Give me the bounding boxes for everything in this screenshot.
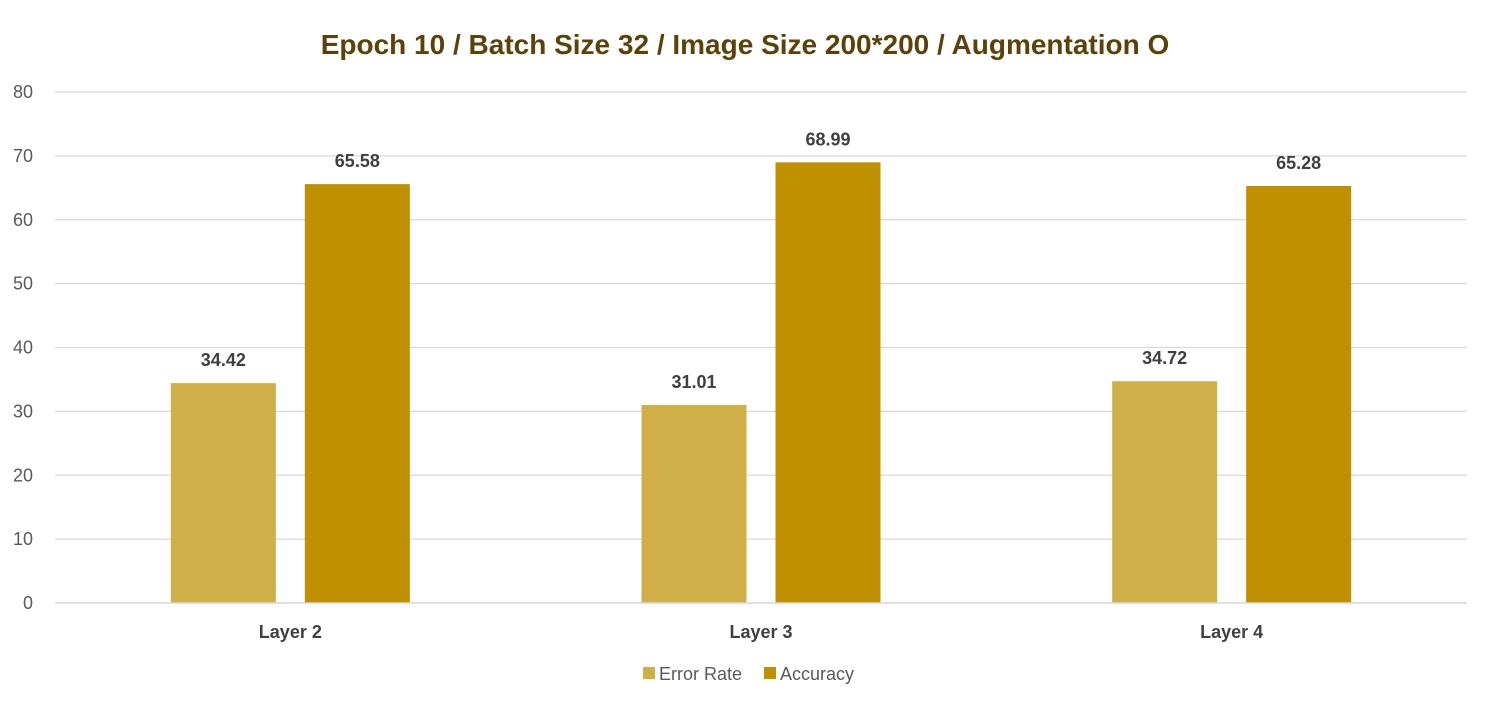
bar-error-rate-layer-2 bbox=[170, 383, 276, 603]
data-label: 65.28 bbox=[1276, 153, 1321, 173]
y-tick-label: 60 bbox=[13, 210, 33, 230]
y-axis: 0 10 20 30 40 50 60 70 80 bbox=[13, 82, 33, 613]
data-label: 34.72 bbox=[1142, 348, 1187, 368]
legend-swatch bbox=[764, 667, 776, 679]
bar-error-rate-layer-4 bbox=[1112, 381, 1218, 603]
bar-error-rate-layer-3 bbox=[641, 404, 747, 603]
x-axis: Layer 2 Layer 3 Layer 4 bbox=[55, 602, 1467, 642]
data-label: 68.99 bbox=[805, 129, 850, 149]
bar-accuracy-layer-3 bbox=[775, 162, 881, 604]
y-tick-label: 40 bbox=[13, 338, 33, 358]
y-tick-label: 10 bbox=[13, 529, 33, 549]
y-tick-label: 30 bbox=[13, 401, 33, 421]
x-tick-label: Layer 3 bbox=[729, 622, 792, 642]
data-label: 34.42 bbox=[201, 350, 246, 370]
legend-swatch bbox=[643, 667, 655, 679]
data-labels: 34.42 65.58 31.01 68.99 34.72 65.28 bbox=[201, 129, 1321, 392]
chart-title: Epoch 10 / Batch Size 32 / Image Size 20… bbox=[321, 29, 1170, 60]
x-tick-label: Layer 4 bbox=[1200, 622, 1263, 642]
data-label: 31.01 bbox=[671, 372, 716, 392]
x-tick-label: Layer 2 bbox=[259, 622, 322, 642]
bar-accuracy-layer-4 bbox=[1246, 186, 1352, 604]
y-tick-label: 80 bbox=[13, 82, 33, 102]
y-tick-label: 20 bbox=[13, 465, 33, 485]
data-label: 65.58 bbox=[335, 151, 380, 171]
bars bbox=[170, 162, 1352, 604]
bar-accuracy-layer-2 bbox=[304, 184, 410, 603]
legend: Error Rate Accuracy bbox=[643, 664, 854, 684]
legend-label: Error Rate bbox=[659, 664, 742, 684]
y-tick-label: 70 bbox=[13, 146, 33, 166]
y-tick-label: 0 bbox=[23, 593, 33, 613]
legend-label: Accuracy bbox=[780, 664, 854, 684]
y-tick-label: 50 bbox=[13, 274, 33, 294]
gridlines bbox=[55, 91, 1467, 604]
